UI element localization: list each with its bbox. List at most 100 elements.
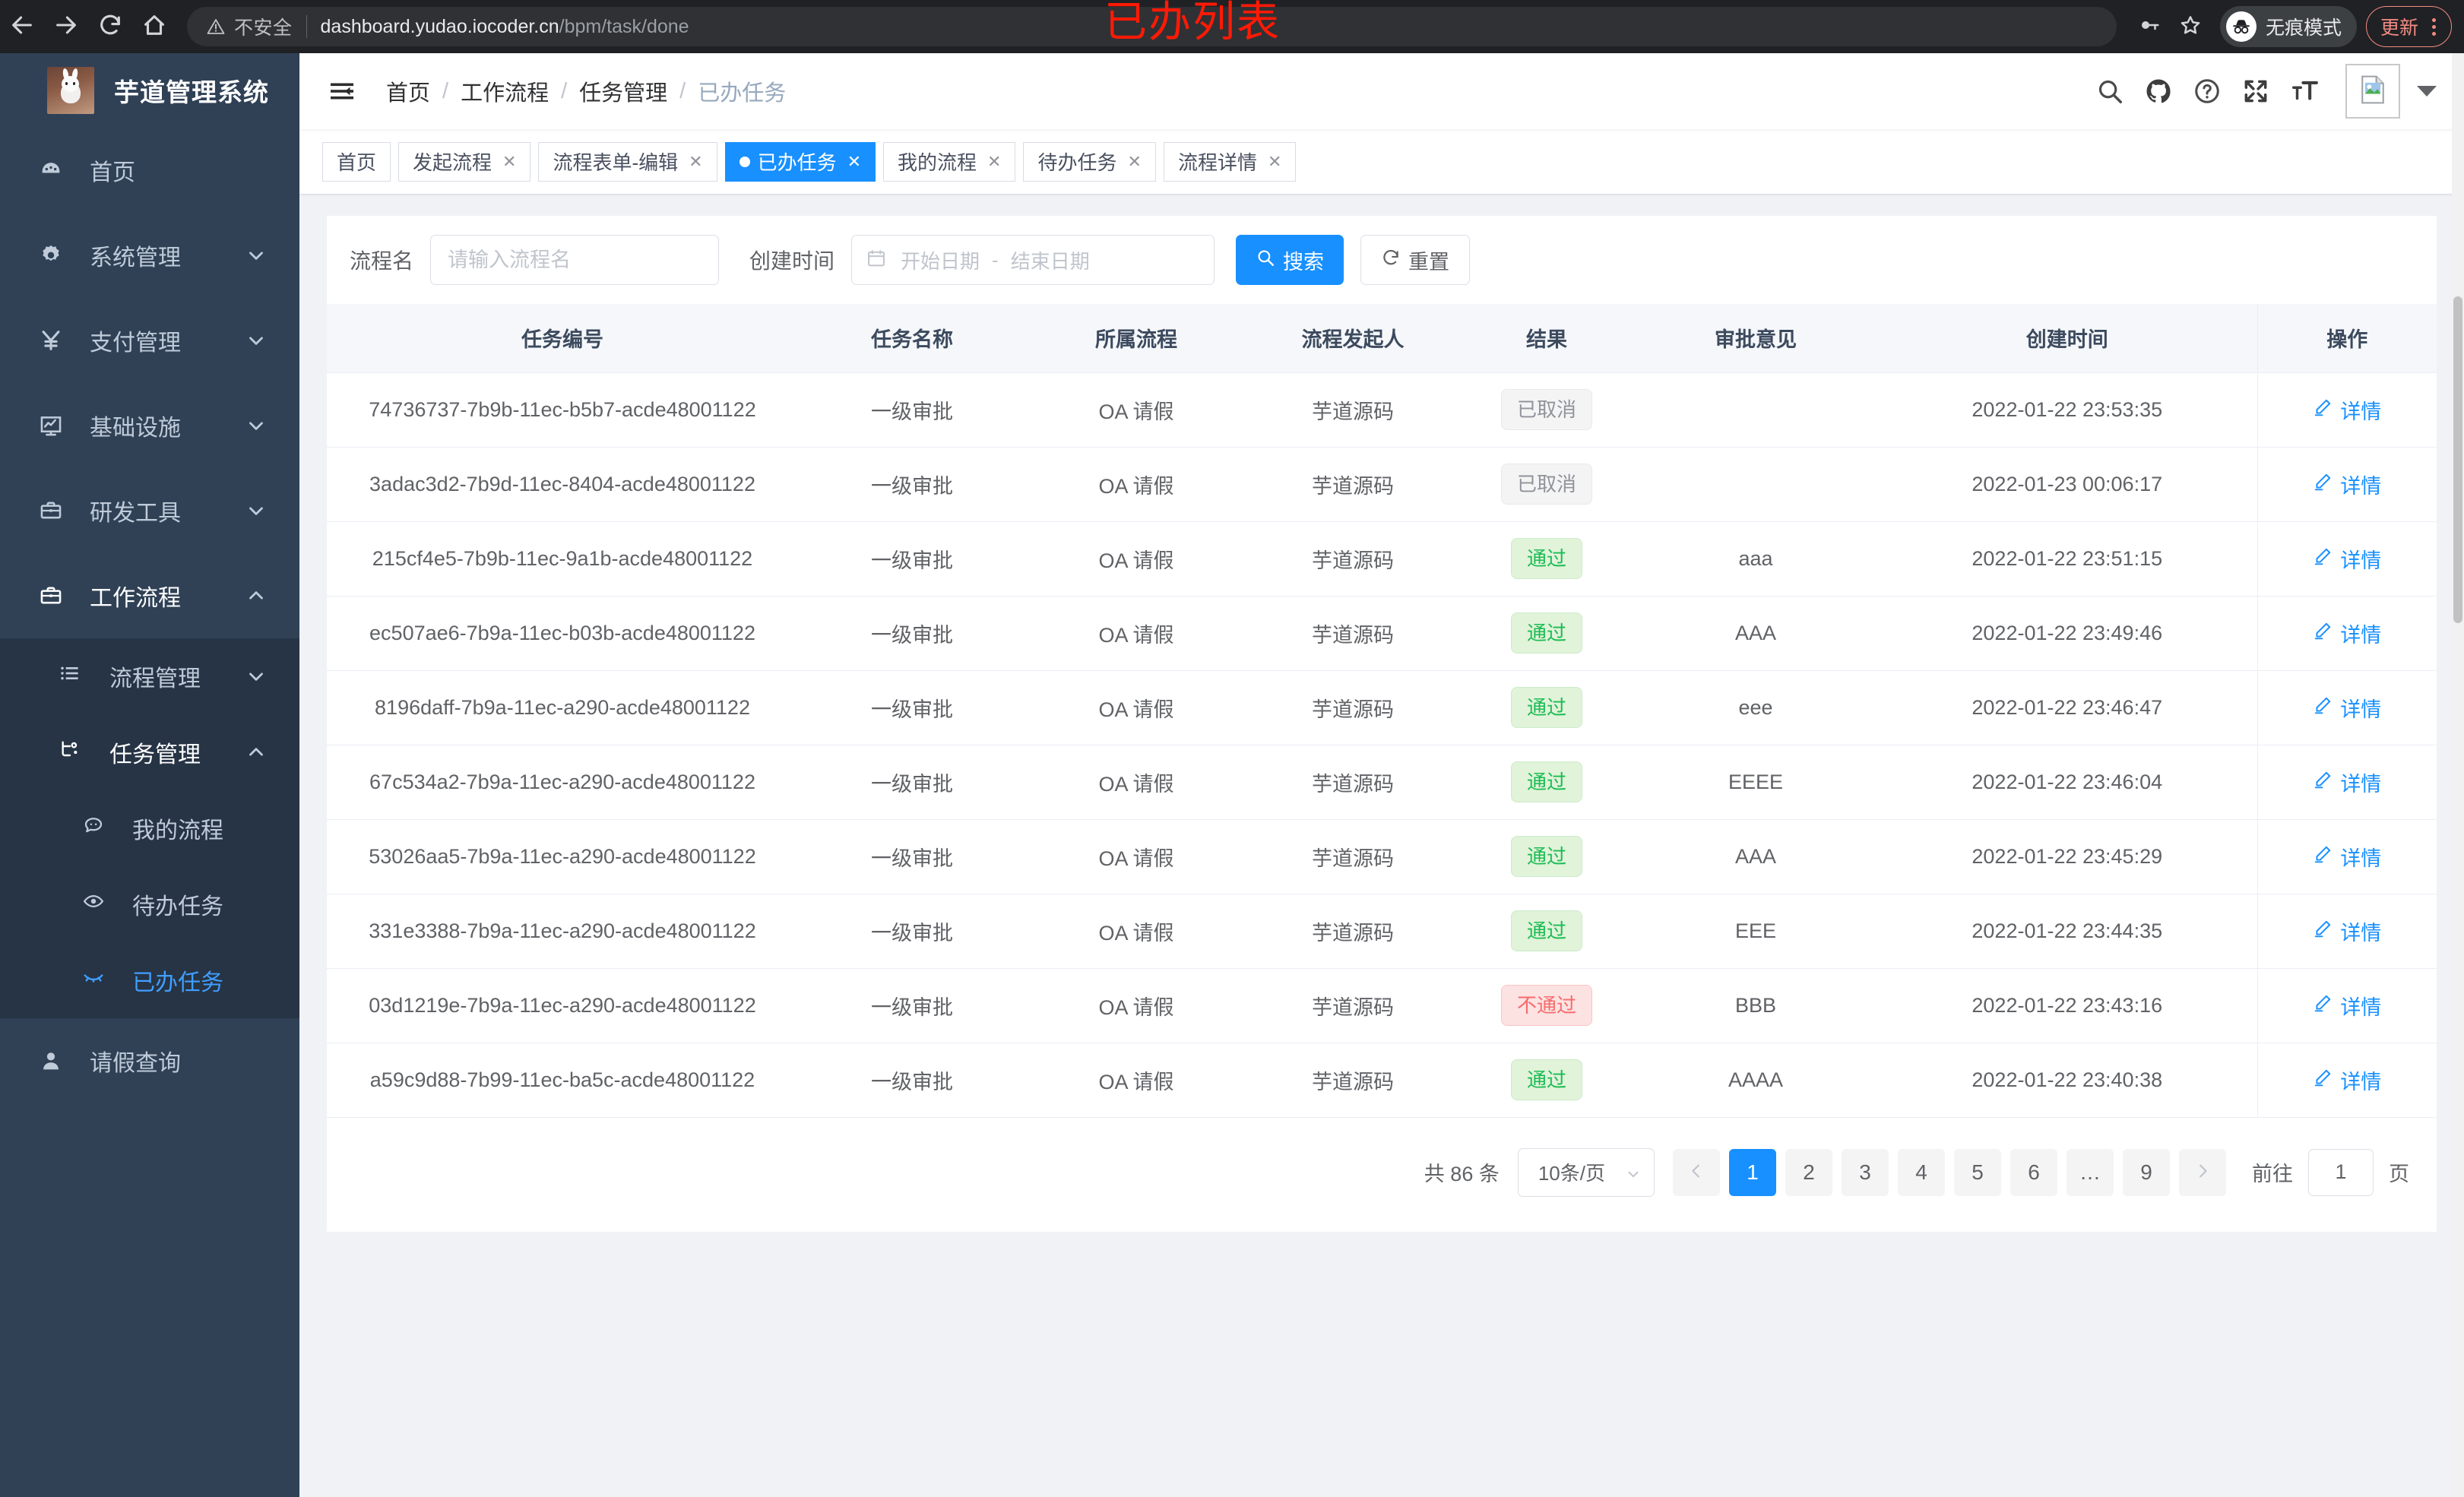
detail-button[interactable]: 详情 — [2313, 544, 2381, 574]
process-name-input[interactable] — [430, 235, 720, 285]
next-page-button[interactable] — [2179, 1148, 2226, 1196]
sidebar-item-payment-management[interactable]: 支付管理 — [0, 298, 299, 383]
sidebar-item-my-process[interactable]: 我的流程 — [0, 790, 299, 866]
cell-opinion: AAA — [1634, 819, 1877, 894]
help-circle-icon[interactable] — [2183, 67, 2231, 116]
kebab-menu-icon[interactable] — [2424, 17, 2443, 36]
breadcrumb-item-workflow[interactable]: 工作流程 — [461, 81, 549, 106]
sidebar-item-task-management[interactable]: 任务管理 — [0, 714, 299, 790]
page-button-5[interactable]: 5 — [1954, 1148, 2001, 1196]
detail-button[interactable]: 详情 — [2313, 395, 2381, 425]
reload-button[interactable] — [88, 5, 132, 49]
cell-opinion: eee — [1634, 670, 1877, 745]
close-icon[interactable]: ✕ — [1267, 151, 1282, 171]
cell-task-id: 03d1219e-7b9a-11ec-a290-acde48001122 — [327, 968, 798, 1043]
home-button[interactable] — [132, 5, 176, 49]
tab-start-process[interactable]: 发起流程 ✕ — [398, 141, 531, 182]
tab-my-process[interactable]: 我的流程 ✕ — [883, 141, 1016, 182]
close-icon[interactable]: ✕ — [1127, 151, 1142, 171]
pencil-icon — [2313, 397, 2340, 423]
tab-todo-task[interactable]: 待办任务 ✕ — [1023, 141, 1156, 182]
table-row: 8196daff-7b9a-11ec-a290-acde48001122 一级审批… — [327, 670, 2437, 745]
cell-created: 2022-01-22 23:46:04 — [1877, 745, 2257, 820]
page-button-1[interactable]: 1 — [1729, 1148, 1776, 1196]
detail-button[interactable]: 详情 — [2313, 470, 2381, 499]
github-icon[interactable] — [2134, 67, 2183, 116]
incognito-mode-badge[interactable]: 无痕模式 — [2219, 6, 2357, 47]
page-button-6[interactable]: 6 — [2010, 1148, 2057, 1196]
cell-created: 2022-01-22 23:44:35 — [1877, 894, 2257, 969]
close-icon[interactable]: ✕ — [847, 151, 862, 171]
sidebar-item-leave-query[interactable]: 请假查询 — [0, 1018, 299, 1103]
table-row: 3adac3d2-7b9d-11ec-8404-acde48001122 一级审批… — [327, 447, 2437, 522]
tab-process-form-edit[interactable]: 流程表单-编辑 ✕ — [538, 141, 717, 182]
tab-process-detail[interactable]: 流程详情 ✕ — [1163, 141, 1297, 182]
sidebar-item-workflow[interactable]: 工作流程 — [0, 553, 299, 638]
detail-button[interactable]: 详情 — [2313, 1065, 2381, 1095]
pencil-icon — [2313, 919, 2340, 944]
tab-label: 流程表单-编辑 — [553, 151, 679, 174]
sidebar-item-infrastructure[interactable]: 基础设施 — [0, 383, 299, 468]
search-icon[interactable] — [2086, 67, 2134, 116]
page-button-2[interactable]: 2 — [1785, 1148, 1832, 1196]
page-size-select[interactable]: 10条/页 — [1517, 1147, 1655, 1197]
cell-created: 2022-01-22 23:45:29 — [1877, 819, 2257, 894]
page-button-4[interactable]: 4 — [1898, 1148, 1945, 1196]
prev-page-button[interactable] — [1673, 1148, 1720, 1196]
close-icon[interactable]: ✕ — [502, 151, 517, 171]
forward-button[interactable] — [44, 5, 88, 49]
goto-page-input[interactable] — [2308, 1148, 2374, 1196]
update-button[interactable]: 更新 — [2365, 6, 2452, 47]
col-opinion: 审批意见 — [1634, 304, 1877, 373]
address-bar[interactable]: 不安全 dashboard.yudao.iocoder.cn/bpm/task/… — [187, 7, 2117, 46]
detail-button[interactable]: 详情 — [2313, 842, 2381, 872]
dashboard-icon — [38, 157, 73, 183]
avatar[interactable] — [2345, 64, 2400, 119]
fullscreen-icon[interactable] — [2231, 67, 2280, 116]
reset-button[interactable]: 重置 — [1360, 235, 1471, 285]
cell-result: 通过 — [1459, 1043, 1634, 1118]
vertical-scrollbar[interactable] — [2452, 53, 2464, 1497]
scrollbar-thumb[interactable] — [2453, 296, 2462, 623]
cell-created: 2022-01-22 23:53:35 — [1877, 372, 2257, 448]
page-ellipsis[interactable]: … — [2067, 1148, 2114, 1196]
close-icon[interactable]: ✕ — [987, 151, 1002, 171]
breadcrumb-item-task-management[interactable]: 任务管理 — [579, 81, 668, 106]
date-range-picker[interactable]: 开始日期 - 结束日期 — [851, 235, 1215, 285]
done-task-table: 任务编号 任务名称 所属流程 流程发起人 结果 审批意见 创建时间 操作 747… — [327, 304, 2437, 1118]
sidebar: 芋道管理系统 首页 系统管理 支付管理 基础设施 研发工具 — [0, 53, 299, 1497]
breadcrumb-separator: / — [561, 78, 568, 103]
table-header-row: 任务编号 任务名称 所属流程 流程发起人 结果 审批意见 创建时间 操作 — [327, 304, 2437, 373]
page-button-3[interactable]: 3 — [1842, 1148, 1889, 1196]
status-badge: 通过 — [1510, 612, 1582, 654]
sidebar-item-system-management[interactable]: 系统管理 — [0, 213, 299, 298]
detail-button[interactable]: 详情 — [2313, 767, 2381, 797]
search-button[interactable]: 搜索 — [1236, 235, 1344, 285]
sidebar-item-todo-task[interactable]: 待办任务 — [0, 866, 299, 942]
breadcrumb-item-home[interactable]: 首页 — [386, 81, 431, 106]
password-key-button[interactable] — [2129, 6, 2170, 47]
sidebar-item-dev-tools[interactable]: 研发工具 — [0, 468, 299, 553]
page-button-9[interactable]: 9 — [2123, 1148, 2170, 1196]
detail-button[interactable]: 详情 — [2313, 991, 2381, 1021]
tab-home[interactable]: 首页 — [322, 141, 391, 182]
incognito-icon — [2225, 11, 2257, 42]
sidebar-item-process-management[interactable]: 流程管理 — [0, 638, 299, 714]
sidebar-item-home[interactable]: 首页 — [0, 128, 299, 213]
sidebar-item-done-task[interactable]: 已办任务 — [0, 942, 299, 1018]
hamburger-icon[interactable] — [327, 76, 357, 106]
bookmark-button[interactable] — [2170, 6, 2211, 47]
detail-button[interactable]: 详情 — [2313, 693, 2381, 723]
detail-button[interactable]: 详情 — [2313, 619, 2381, 648]
detail-button[interactable]: 详情 — [2313, 916, 2381, 946]
chevron-up-icon — [245, 584, 268, 607]
caret-down-icon[interactable] — [2417, 86, 2437, 97]
back-button[interactable] — [0, 5, 44, 49]
close-icon[interactable]: ✕ — [689, 151, 703, 171]
brand-header[interactable]: 芋道管理系统 — [0, 53, 299, 128]
total-count-label: 共 86 条 — [1424, 1163, 1500, 1185]
sidebar-item-label: 研发工具 — [90, 501, 181, 526]
font-size-icon[interactable] — [2280, 67, 2329, 116]
tab-done-task[interactable]: 已办任务 ✕ — [724, 141, 876, 182]
status-badge: 通过 — [1510, 761, 1582, 802]
